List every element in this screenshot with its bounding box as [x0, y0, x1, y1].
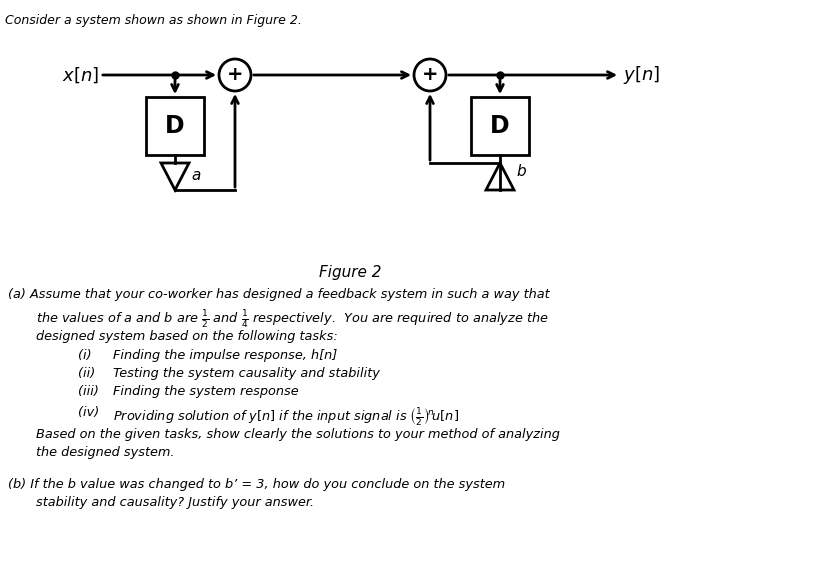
Text: Finding the system response: Finding the system response: [113, 385, 299, 398]
Text: (b) If the b value was changed to b’ = 3, how do you conclude on the system: (b) If the b value was changed to b’ = 3…: [8, 478, 505, 491]
Text: Testing the system causality and stability: Testing the system causality and stabili…: [113, 367, 380, 380]
Bar: [471, 97, 529, 155]
Text: $y[n]$: $y[n]$: [623, 64, 660, 86]
Bar: [146, 97, 204, 155]
Text: Providing solution of $y[n]$ if the input signal is $\left(\frac{1}{2}\right)^{\: Providing solution of $y[n]$ if the inpu…: [113, 406, 459, 428]
Text: (i): (i): [78, 349, 92, 362]
Text: Figure 2: Figure 2: [319, 265, 382, 280]
Text: (iii): (iii): [78, 385, 99, 398]
Text: the values of $a$ and $b$ are $\frac{1}{2}$ and $\frac{1}{4}$ respectively.  You: the values of $a$ and $b$ are $\frac{1}{…: [36, 309, 549, 331]
Text: +: +: [227, 66, 243, 84]
Text: (a) Assume that your co-worker has designed a feedback system in such a way that: (a) Assume that your co-worker has desig…: [8, 288, 550, 301]
Text: D: D: [491, 114, 509, 138]
Text: Based on the given tasks, show clearly the solutions to your method of analyzing: Based on the given tasks, show clearly t…: [36, 428, 560, 441]
Text: (iv): (iv): [78, 406, 99, 419]
Text: a: a: [191, 168, 201, 184]
Text: (ii): (ii): [78, 367, 95, 380]
Text: Consider a system shown as shown in Figure 2.: Consider a system shown as shown in Figu…: [5, 14, 302, 27]
Text: +: +: [422, 66, 438, 84]
Text: Finding the impulse response, h[n]: Finding the impulse response, h[n]: [113, 349, 337, 362]
Text: designed system based on the following tasks:: designed system based on the following t…: [36, 330, 337, 343]
Text: b: b: [516, 163, 526, 179]
Text: $x[n]$: $x[n]$: [62, 65, 99, 84]
Text: the designed system.: the designed system.: [36, 446, 174, 459]
Text: stability and causality? Justify your answer.: stability and causality? Justify your an…: [36, 496, 314, 509]
Text: D: D: [165, 114, 185, 138]
